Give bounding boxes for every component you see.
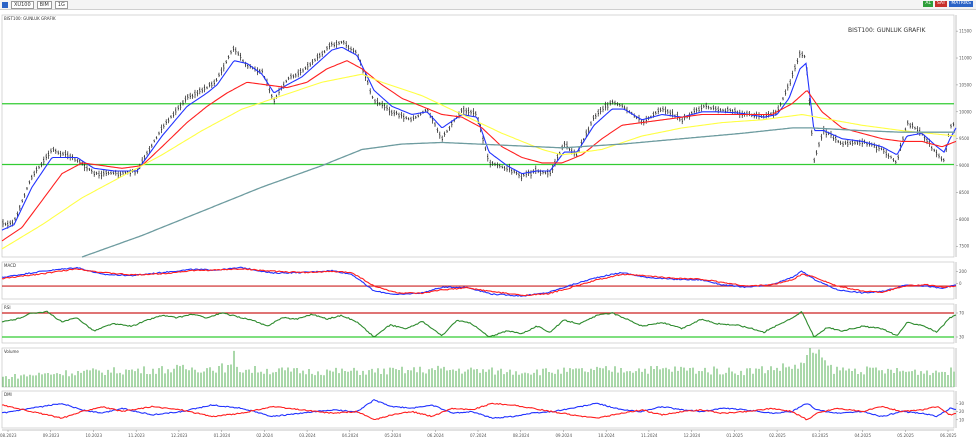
rsi-rsi-line [1, 310, 957, 338]
xtick-label: 01.2025 [726, 433, 743, 438]
price-ytick-label: 8500 [959, 190, 970, 195]
xtick-label: 10.2023 [85, 433, 102, 438]
matriks-button[interactable]: MATRIKS [949, 1, 973, 7]
dmi-panel-frame [1, 390, 955, 429]
price-ytick-label: 8000 [959, 217, 970, 222]
xtick-label: 12.2024 [684, 433, 701, 438]
toolbar-right: AL SAT MATRIKS [923, 1, 973, 7]
timeframe-field[interactable]: 1G [54, 0, 68, 9]
volume-panel-frame [1, 347, 955, 388]
price-ytick-label: 10500 [959, 82, 972, 87]
xtick-label: 03.2024 [299, 433, 316, 438]
macd-panel-title: MACD [4, 263, 16, 268]
xtick-label: 06.2025 [940, 433, 957, 438]
price-ma-200-line [81, 127, 955, 258]
volume-panel-title: Volume [4, 349, 19, 354]
rsi-panel-frame [1, 303, 955, 344]
dmi-panel-title: DMI [4, 392, 12, 397]
toolbar-left: XU100 BIM 1G [2, 0, 68, 9]
xtick-label: 09.2023 [43, 433, 60, 438]
price-ma-short-line [1, 46, 957, 231]
xtick-label: 01.2024 [214, 433, 231, 438]
dmi--di-line [1, 398, 957, 419]
xtick-label: 05.2024 [385, 433, 402, 438]
bist100-chart: BIST100: GUNLUK GRAFIK 7500 8000 8500 9000 95… [0, 14, 972, 438]
price-panel-frame [1, 14, 955, 258]
xtick-label: 03.2025 [812, 433, 829, 438]
xtick-label: 04.2024 [342, 433, 359, 438]
macd-ytick-label: 200 [959, 269, 967, 274]
price-ytick-label: 10000 [959, 109, 972, 114]
symbol-checkbox-icon[interactable] [2, 1, 8, 8]
dmi-ytick-label: 20 [959, 409, 965, 414]
symbol-field[interactable]: XU100 [11, 0, 34, 9]
xtick-label: 11.2023 [128, 433, 145, 438]
price-ytick-label: 9500 [959, 136, 970, 141]
price-ma-medium-line [1, 60, 957, 242]
chart-title: BIST100: GUNLUK GRAFIK [848, 27, 926, 34]
rsi-ytick-label: 30 [959, 335, 965, 340]
xtick-label: 08.2024 [513, 433, 530, 438]
dmi-ytick-label: 10 [959, 417, 965, 422]
xtick-label: 07.2024 [470, 433, 487, 438]
price-ytick-label: 11500 [959, 29, 972, 34]
sell-button[interactable]: SAT [934, 1, 948, 7]
interval-mode-field[interactable]: BIM [36, 0, 52, 9]
price-ytick-label: 9000 [959, 163, 970, 168]
xtick-label: 09.2024 [555, 433, 572, 438]
macd-ytick-label: 0 [959, 281, 962, 286]
chart-toolbar: XU100 BIM 1G AL SAT MATRIKS [0, 0, 976, 10]
buy-button[interactable]: AL [923, 1, 933, 7]
price-ma-long-line [1, 73, 957, 250]
xtick-label: 06.2024 [427, 433, 444, 438]
xtick-label: 11.2024 [641, 433, 658, 438]
xtick-label: 04.2025 [855, 433, 872, 438]
dmi-ytick-label: 30 [959, 401, 965, 406]
xtick-label: 05.2025 [897, 433, 914, 438]
rsi-ytick-label: 70 [959, 311, 965, 316]
macd-macd-line [1, 266, 957, 297]
macd-panel-frame [1, 261, 955, 300]
xtick-label: 02.2025 [769, 433, 786, 438]
xtick-label: 08.2023 [0, 433, 17, 438]
xtick-label: 02.2024 [256, 433, 273, 438]
price-ytick-label: 11000 [959, 56, 972, 61]
macd-signal-line [1, 268, 957, 297]
xtick-label: 10.2024 [598, 433, 615, 438]
dmi--di-line [1, 402, 957, 421]
rsi-panel-title: RSI [4, 305, 11, 310]
price-panel-title: BIST100: GUNLUK GRAFIK [4, 16, 56, 21]
xtick-label: 12.2023 [171, 433, 188, 438]
price-ytick-label: 7500 [959, 244, 970, 249]
